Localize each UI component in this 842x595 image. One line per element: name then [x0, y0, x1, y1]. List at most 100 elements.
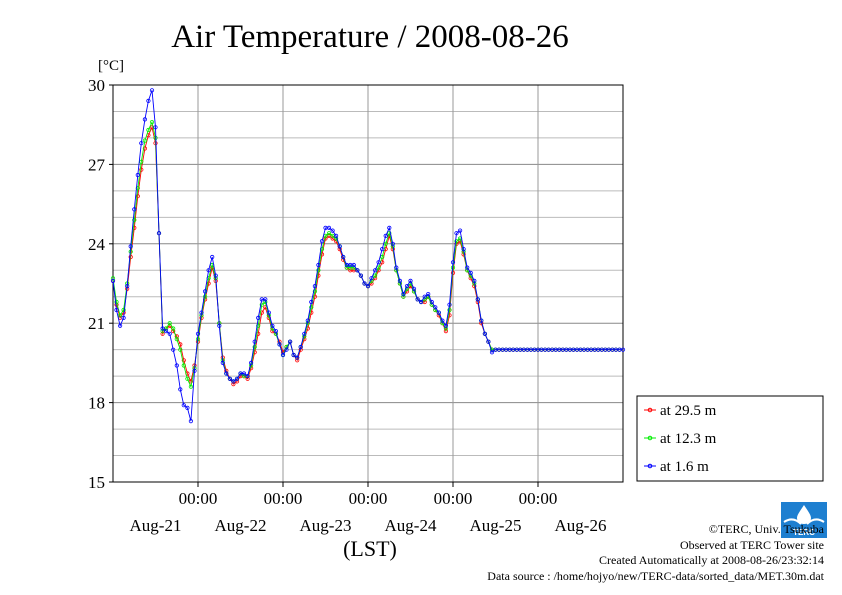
- terc-logo: TERC: [781, 502, 827, 538]
- data-point: [443, 323, 448, 328]
- legend-swatch-marker: [647, 463, 653, 469]
- data-point: [125, 283, 130, 289]
- x-time-tick-label: 00:00: [434, 489, 473, 508]
- data-point: [298, 344, 303, 350]
- data-point: [132, 217, 137, 223]
- x-date-label: Aug-24: [385, 516, 437, 535]
- data-point: [457, 228, 463, 233]
- data-point: [454, 239, 459, 244]
- data-point: [192, 368, 197, 373]
- data-point: [433, 305, 438, 310]
- data-point: [217, 323, 222, 328]
- data-point: [121, 307, 126, 313]
- legend-label: at 29.5 m: [660, 403, 717, 419]
- data-point: [443, 326, 448, 331]
- data-point: [351, 262, 356, 268]
- data-point: [156, 231, 162, 236]
- data-point: [415, 297, 420, 302]
- data-point: [178, 347, 183, 352]
- data-point: [139, 141, 144, 146]
- series-line: [112, 90, 623, 422]
- data-point: [195, 331, 201, 336]
- data-point: [160, 326, 165, 331]
- data-point: [210, 254, 215, 260]
- x-time-tick-label: 00:00: [264, 489, 303, 508]
- data-point: [234, 376, 240, 381]
- legend-box: [636, 395, 824, 482]
- series-3: [110, 88, 626, 424]
- data-point: [337, 244, 342, 249]
- y-tick-label: 15: [88, 473, 105, 492]
- x-date-label: Aug-25: [470, 516, 522, 535]
- x-date-label: Aug-22: [215, 516, 267, 535]
- data-point: [171, 326, 176, 331]
- y-tick-label: 21: [88, 314, 105, 333]
- data-point: [149, 88, 155, 93]
- data-point: [164, 328, 169, 334]
- data-point: [273, 328, 278, 334]
- data-point: [249, 360, 254, 365]
- data-point: [114, 299, 119, 305]
- data-point: [376, 265, 381, 270]
- data-point: [263, 297, 268, 302]
- data-point: [135, 194, 140, 199]
- data-point: [447, 302, 452, 307]
- data-point: [110, 278, 116, 283]
- data-point: [185, 405, 190, 410]
- chart-title: Air Temperature / 2008-08-26: [171, 19, 569, 55]
- y-tick-label: 30: [88, 76, 105, 95]
- data-point: [394, 265, 399, 270]
- data-point: [376, 260, 381, 265]
- data-point: [454, 231, 459, 236]
- data-point: [231, 379, 236, 384]
- data-point: [450, 260, 456, 265]
- legend: at 29.5 m at 12.3 m at 1.6 m: [636, 395, 824, 482]
- series-layer: [110, 88, 626, 424]
- data-point: [287, 339, 293, 344]
- x-date-label: Aug-26: [555, 516, 607, 535]
- data-point: [333, 233, 339, 238]
- data-point: [411, 286, 417, 291]
- data-point: [372, 273, 378, 278]
- x-axis-ticks: 00:00 00:00 00:00 00:00 00:00 Aug-21 Aug-22 Aug…: [130, 482, 607, 535]
- data-point: [443, 328, 448, 334]
- data-point: [139, 167, 144, 172]
- data-point: [160, 331, 165, 336]
- data-point: [426, 291, 431, 297]
- data-point: [397, 278, 402, 283]
- observed-text: Observed at TERC Tower site: [679, 537, 824, 552]
- data-point: [135, 172, 140, 178]
- data-point: [146, 127, 151, 133]
- data-point: [468, 270, 473, 275]
- x-time-tick-label: 00:00: [349, 489, 388, 508]
- data-point: [465, 265, 470, 270]
- data-point: [436, 310, 441, 315]
- legend-swatch-marker: [647, 435, 653, 441]
- data-point: [121, 315, 126, 320]
- data-point: [252, 339, 257, 344]
- data-point: [203, 294, 208, 299]
- data-point: [220, 360, 225, 365]
- data-point: [185, 376, 190, 381]
- data-point: [362, 281, 367, 286]
- data-point: [341, 254, 346, 260]
- data-point: [252, 344, 257, 350]
- data-point: [188, 379, 193, 384]
- y-axis-ticks: 15 18 21 24 27 30: [88, 76, 113, 492]
- data-point: [118, 323, 123, 328]
- data-point: [358, 273, 363, 278]
- data-point: [475, 297, 480, 302]
- data-point: [128, 244, 133, 249]
- data-point: [206, 268, 211, 273]
- data-point: [142, 117, 147, 122]
- data-point: [404, 283, 410, 289]
- data-point: [199, 310, 204, 315]
- data-point: [482, 331, 487, 336]
- data-point: [171, 347, 176, 352]
- series-line: [112, 120, 620, 389]
- data-point: [447, 307, 452, 313]
- data-point: [620, 347, 626, 352]
- data-point: [245, 376, 250, 381]
- data-point: [309, 299, 314, 305]
